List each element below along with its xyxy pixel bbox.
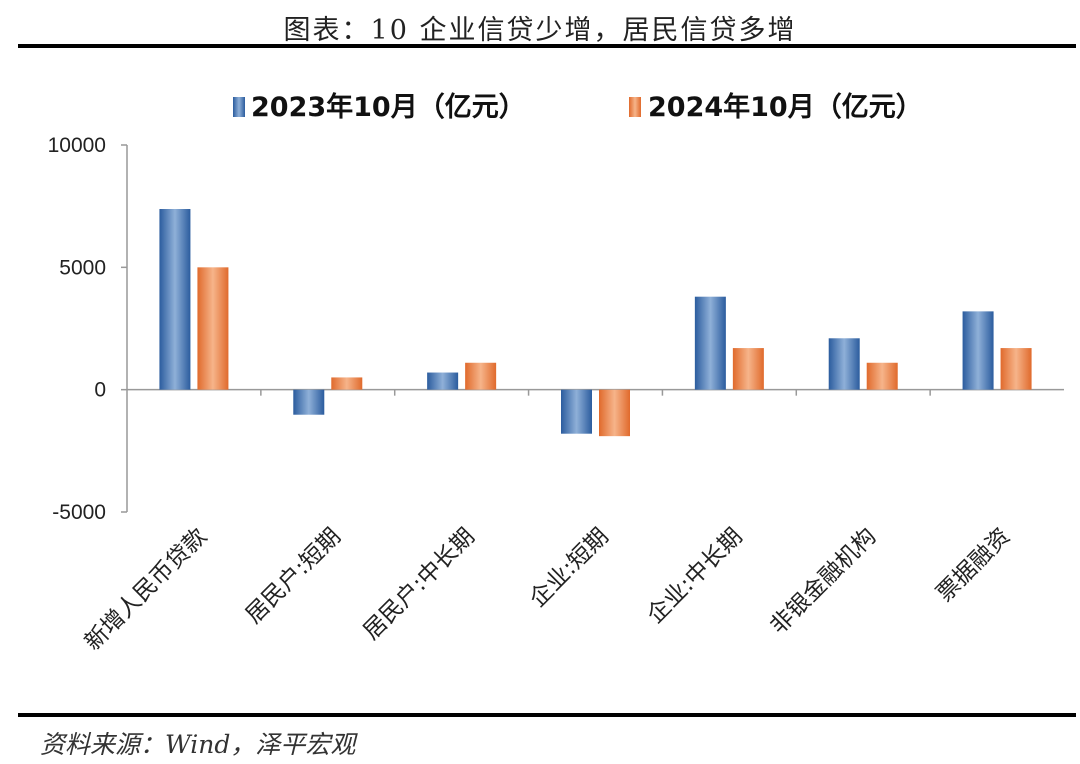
bar-2023-4 (694, 296, 726, 390)
y-tick-label: 5000 (59, 256, 106, 279)
category-label: 企业:短期 (525, 524, 614, 613)
bar-2024-0 (197, 267, 229, 390)
category-label: 居民户:短期 (241, 524, 346, 629)
legend-label: 2024年10月（亿元） (648, 91, 923, 123)
bar-2024-4 (732, 348, 764, 390)
y-tick-label: -5000 (52, 501, 106, 524)
legend: 2023年10月（亿元） 2024年10月（亿元） (233, 91, 923, 123)
legend-swatch (233, 97, 245, 117)
bar-2023-2 (427, 372, 459, 390)
axes: 10000 5000 0 -5000 (48, 134, 1064, 524)
legend-label: 2023年10月（亿元） (251, 91, 526, 123)
source-note: 资料来源：Wind，泽平宏观 (40, 730, 356, 759)
bar-2023-5 (828, 338, 860, 390)
top-rule (18, 44, 1076, 48)
bottom-rule (18, 713, 1076, 717)
bar-2024-3 (599, 389, 630, 437)
category-label: 新增人民币贷款 (80, 524, 212, 656)
bar-2024-2 (465, 362, 497, 390)
bars (159, 209, 1032, 437)
bar-2024-6 (1000, 348, 1032, 390)
category-labels: 新增人民币贷款 居民户:短期 居民户:中长期 企业:短期 企业:中长期 非银金融机构 票据融… (80, 524, 1015, 656)
bar-2023-3 (561, 389, 592, 434)
category-label: 居民户:中长期 (358, 524, 479, 645)
bar-2024-5 (866, 362, 898, 390)
category-label: 企业:中长期 (642, 524, 747, 629)
y-tick-label: 0 (94, 379, 106, 402)
bar-2023-6 (962, 311, 994, 390)
bar-2024-1 (331, 377, 363, 390)
bar-2023-1 (293, 389, 325, 415)
category-label: 票据融资 (932, 524, 1015, 607)
legend-swatch (629, 97, 641, 117)
category-label: 非银金融机构 (765, 524, 881, 640)
y-tick-label: 10000 (48, 134, 106, 157)
bar-2023-0 (159, 209, 191, 390)
page-title: 图表：10 企业信贷少增，居民信贷多增 (283, 15, 797, 46)
